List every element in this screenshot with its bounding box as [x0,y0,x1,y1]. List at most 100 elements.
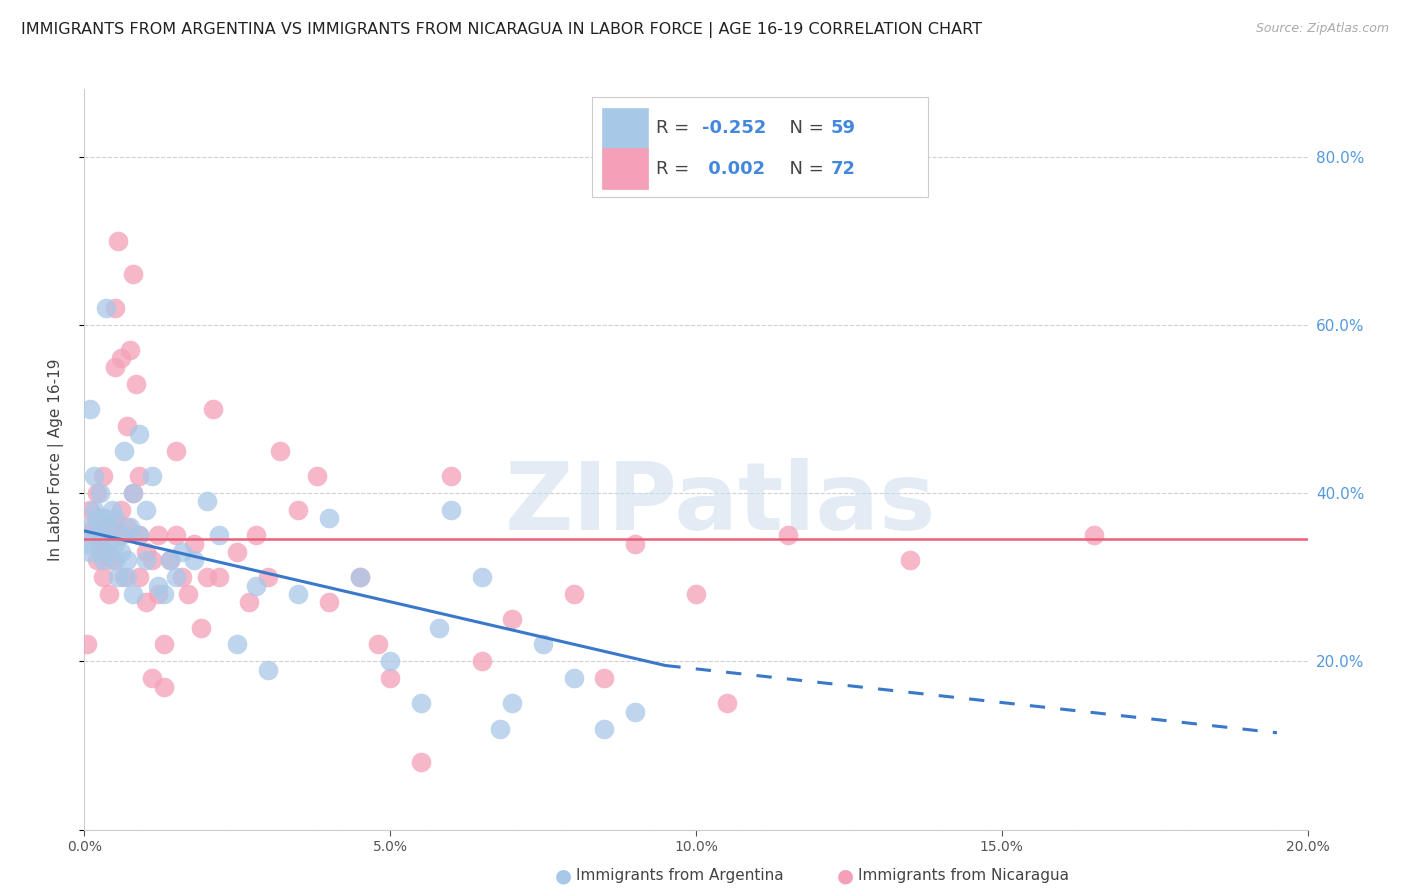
Point [141,469,163,483]
Point [502,612,524,626]
Point [349,570,371,584]
Point [135,595,157,609]
Point [83,503,105,517]
Text: ZIPatlas: ZIPatlas [505,458,936,549]
Point [94,301,117,315]
Point [245,578,267,592]
Point [305,469,328,483]
Text: N =: N = [778,161,830,178]
Point [593,722,616,736]
Point [183,536,205,550]
Point [104,301,127,315]
Point [91,511,114,525]
Point [128,528,150,542]
Point [172,545,194,559]
Point [128,427,150,442]
Point [104,519,127,533]
Point [122,486,145,500]
Point [471,570,494,584]
Text: Immigrants from Argentina: Immigrants from Argentina [576,869,785,883]
Point [165,570,187,584]
Point [716,697,738,711]
FancyBboxPatch shape [602,108,648,148]
Point [83,519,105,533]
Point [110,545,132,559]
Point [91,553,114,567]
Point [172,570,194,584]
Point [110,528,132,542]
Point [104,511,127,525]
Point [86,486,108,500]
Point [128,570,150,584]
Point [122,486,145,500]
FancyBboxPatch shape [592,96,928,196]
Point [146,587,169,601]
Point [287,587,309,601]
Text: Source: ZipAtlas.com: Source: ZipAtlas.com [1256,22,1389,36]
Point [195,570,218,584]
Point [287,503,309,517]
Text: R =: R = [655,161,695,178]
Point [440,469,463,483]
Point [624,705,647,719]
Point [165,528,187,542]
Point [112,444,135,458]
Point [318,595,340,609]
Point [471,654,494,668]
Point [146,528,169,542]
Point [141,553,163,567]
Point [79,401,101,416]
Point [380,671,402,685]
Point [165,444,187,458]
Point [91,469,114,483]
Point [107,234,129,248]
Point [427,621,450,635]
Point [120,343,142,357]
Point [146,578,169,592]
Point [115,553,138,567]
Point [226,637,249,651]
Point [531,637,554,651]
Text: N =: N = [778,120,830,137]
Point [562,671,585,685]
Text: R =: R = [655,120,695,137]
Point [201,401,224,416]
Point [135,553,157,567]
Point [562,587,585,601]
Point [593,671,616,685]
Point [79,528,101,542]
Text: -0.252: -0.252 [702,120,766,137]
Point [79,519,101,533]
Point [380,654,402,668]
FancyBboxPatch shape [602,148,648,189]
Point [76,637,98,651]
Point [91,511,114,525]
Point [367,637,389,651]
Point [257,663,280,677]
Point [502,697,524,711]
Point [898,553,921,567]
Point [122,268,145,282]
Point [104,359,127,374]
Text: ●: ● [555,866,572,886]
Point [269,444,291,458]
Point [226,545,249,559]
Point [79,503,101,517]
Point [115,570,138,584]
Point [153,637,176,651]
Point [104,553,127,567]
Point [141,671,163,685]
Text: 72: 72 [831,161,855,178]
Point [135,503,157,517]
Text: IMMIGRANTS FROM ARGENTINA VS IMMIGRANTS FROM NICARAGUA IN LABOR FORCE | AGE 16-1: IMMIGRANTS FROM ARGENTINA VS IMMIGRANTS … [21,22,981,38]
Point [97,536,120,550]
Point [101,553,124,567]
Point [89,486,111,500]
Point [79,545,101,559]
Point [97,519,120,533]
Point [125,376,148,391]
Point [153,587,176,601]
Point [195,494,218,508]
Point [120,519,142,533]
Point [110,503,132,517]
